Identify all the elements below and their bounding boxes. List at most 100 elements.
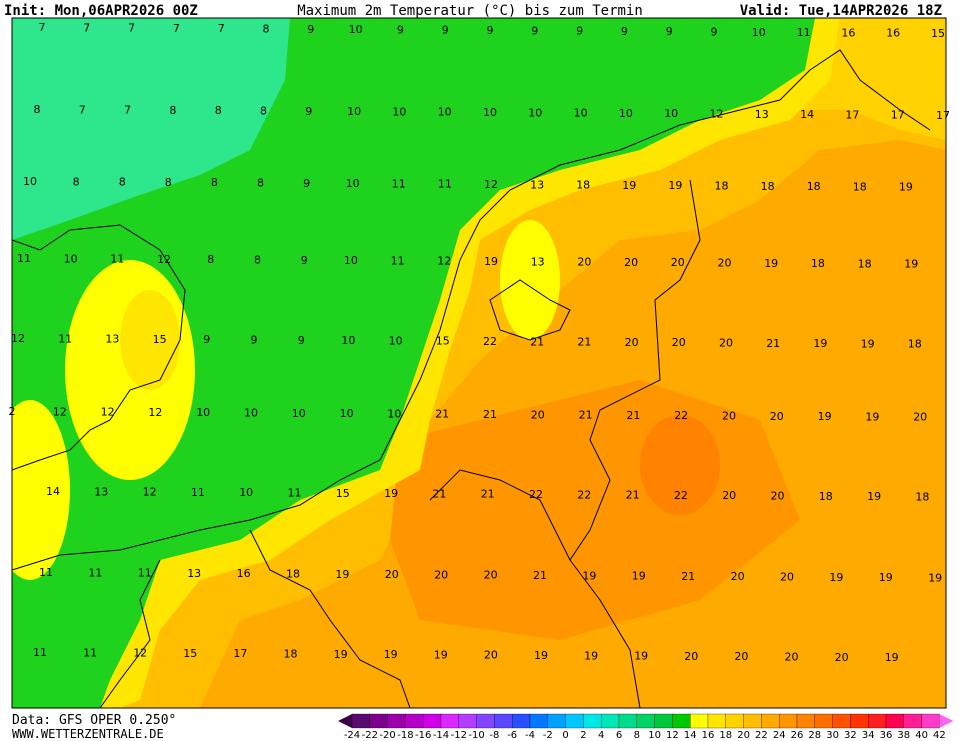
temperature-value: 20: [719, 337, 733, 350]
temperature-value: 11: [33, 646, 47, 659]
temperature-value: 9: [666, 25, 673, 38]
temperature-value: 19: [885, 651, 899, 664]
temperature-value: 10: [344, 254, 358, 267]
temperature-value: 22: [483, 335, 497, 348]
coastline: [99, 559, 161, 709]
temperature-value: 7: [79, 103, 86, 116]
temperature-value: 12: [101, 406, 115, 419]
temperature-value: 21: [483, 408, 497, 421]
colorbar-label: 18: [719, 730, 732, 741]
temperature-value: 12: [11, 332, 25, 345]
field-green: [12, 18, 815, 708]
temperature-value: 17: [936, 109, 950, 122]
temperature-value: 19: [668, 179, 682, 192]
temperature-value: 18: [915, 490, 929, 503]
colorbar-box: [369, 713, 388, 729]
temperature-value: 8: [211, 176, 218, 189]
colorbar-box: [690, 713, 709, 729]
colorbar-label: 0: [562, 730, 568, 741]
temperature-value: 15: [931, 27, 945, 40]
colorbar-box: [707, 713, 726, 729]
temperature-value: 12: [710, 108, 724, 121]
colorbar-box: [618, 713, 637, 729]
temperature-value: 18: [576, 179, 590, 192]
colorbar-box: [672, 713, 691, 729]
temperature-value: 12: [53, 405, 67, 418]
temperature-value: 19: [904, 258, 918, 271]
colorbar-box: [654, 713, 673, 729]
temperature-value: 22: [674, 489, 688, 502]
colorbar-box: [423, 713, 442, 729]
colorbar-box: [903, 713, 922, 729]
temperature-value: 8: [263, 23, 270, 36]
temperature-value: 2: [9, 405, 16, 418]
colorbar-label: 28: [808, 730, 821, 741]
colorbar-box: [796, 713, 815, 729]
border: [429, 469, 571, 561]
temperature-value: 17: [891, 109, 905, 122]
temperature-value: 18: [858, 257, 872, 270]
temperature-value: 10: [292, 407, 306, 420]
temperature-value: 16: [886, 27, 900, 40]
temperature-value: 21: [481, 488, 495, 501]
colorbar-label: -6: [507, 730, 517, 741]
temperature-value: 15: [336, 487, 350, 500]
temperature-value: 10: [752, 26, 766, 39]
temperature-value: 11: [83, 646, 97, 659]
temperature-value: 20: [770, 410, 784, 423]
temperature-value: 20: [734, 650, 748, 663]
temperature-value: 19: [928, 571, 942, 584]
temperature-value: 9: [307, 23, 314, 36]
temperature-value: 19: [829, 571, 843, 584]
temperature-value: 19: [632, 570, 646, 583]
field-yellow-ne: [800, 18, 946, 140]
temperature-value: 19: [484, 255, 498, 268]
colorbar-box: [351, 713, 370, 729]
temperature-value: 13: [187, 567, 201, 580]
temperature-value: 19: [865, 410, 879, 423]
temperature-value: 8: [34, 103, 41, 116]
field-warm-spot: [640, 415, 720, 515]
colorbar-box: [547, 713, 566, 729]
colorbar-label: 8: [634, 730, 640, 741]
temperature-value: 20: [913, 411, 927, 424]
coastline: [11, 224, 186, 471]
border: [569, 179, 701, 709]
temperature-value: 7: [83, 21, 90, 34]
temperature-value: 20: [731, 570, 745, 583]
field-yellow-uk-core: [120, 290, 180, 390]
colorbar-box: [885, 713, 904, 729]
temperature-value: 8: [169, 104, 176, 117]
colorbar-box: [387, 713, 406, 729]
temperature-value: 10: [341, 334, 355, 347]
temperature-value: 7: [124, 104, 131, 117]
temperature-value: 16: [841, 26, 855, 39]
temperature-value: 18: [761, 180, 775, 193]
temperature-value: 18: [715, 180, 729, 193]
temperature-value: 20: [484, 569, 498, 582]
temperature-value: 11: [39, 566, 53, 579]
colorbar-label: 20: [737, 730, 750, 741]
temperature-value: 10: [387, 407, 401, 420]
temperature-value: 10: [340, 407, 354, 420]
colorbar-box: [814, 713, 833, 729]
colorbar-label: -18: [397, 730, 413, 741]
temperature-value: 10: [196, 406, 210, 419]
temperature-value: 20: [785, 651, 799, 664]
temperature-value: 11: [138, 567, 152, 580]
field-yellow-nl: [500, 220, 560, 340]
temperature-value: 12: [133, 647, 147, 660]
colorbar-label: 26: [791, 730, 804, 741]
temperature-value: 20: [385, 568, 399, 581]
colorbar-box: [565, 713, 584, 729]
temperature-value: 8: [254, 254, 261, 267]
temperature-value: 22: [577, 488, 591, 501]
valid-label: Valid: Tue,14APR2026 18Z: [740, 3, 942, 19]
temperature-value: 14: [800, 108, 814, 121]
init-label: Init: Mon,06APR2026 00Z: [4, 3, 198, 19]
map: 7 7 7 7 7 8 9 10 9 9 9 9 9 9 9 9 10 11 16 16 15 8 7 7 8 8 8 9 10 10 10…: [9, 17, 950, 709]
temperature-value: 21: [435, 408, 449, 421]
temperature-value: 11: [17, 252, 31, 265]
